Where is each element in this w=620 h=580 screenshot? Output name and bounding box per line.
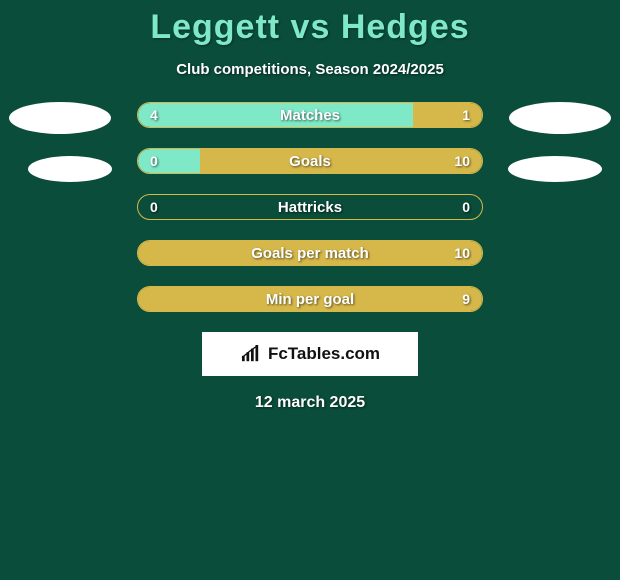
subtitle: Club competitions, Season 2024/2025 [0,61,620,78]
container: Leggett vs Hedges Club competitions, Sea… [0,0,620,412]
avatar-right-1 [509,102,611,134]
bar-hattricks: 0 Hattricks 0 [137,194,483,220]
bar-fill-right [200,149,482,173]
bar-goals: 0 Goals 10 [137,148,483,174]
bar-fill-right [413,103,482,127]
bar-fill-left [138,103,413,127]
logo-text: FcTables.com [268,344,380,364]
chart-icon [240,345,262,363]
bar-fill-right [138,287,482,311]
avatar-left-2 [28,156,112,182]
bar-val-right: 0 [462,195,470,219]
bar-fill-right [138,241,482,265]
bars-group: 4 Matches 1 0 Goals 10 0 Hattricks 0 Goa… [137,102,483,312]
logo-box[interactable]: FcTables.com [202,332,418,376]
bar-matches: 4 Matches 1 [137,102,483,128]
bar-val-left: 0 [150,195,158,219]
avatar-right-2 [508,156,602,182]
bar-label: Hattricks [138,195,482,219]
bar-fill-left [138,149,200,173]
avatar-left-1 [9,102,111,134]
bar-min-per-goal: Min per goal 9 [137,286,483,312]
page-title: Leggett vs Hedges [0,8,620,47]
bar-goals-per-match: Goals per match 10 [137,240,483,266]
date: 12 march 2025 [0,394,620,412]
